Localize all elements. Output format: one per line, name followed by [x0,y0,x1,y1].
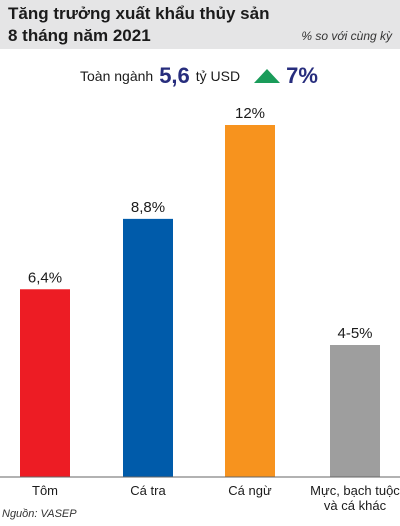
title-bar: Tăng trưởng xuất khẩu thủy sản 8 tháng n… [0,0,400,49]
category-label-2: Cá ngừ [228,483,272,498]
category-label-3-line-1: và cá khác [324,498,387,513]
up-arrow-icon [254,69,281,83]
category-label-0: Tôm [32,483,58,498]
bar-1 [123,218,173,477]
summary-label: Toàn ngành [80,68,154,84]
bar-3 [330,345,380,477]
bar-0 [20,289,70,477]
industry-summary: Toàn ngành 5,6 tỷ USD 7% [80,60,318,92]
chart-title-line-2: 8 tháng năm 2021 [8,26,151,45]
summary-unit: tỷ USD [195,68,241,84]
source-note: Nguồn: VASEP [2,508,77,520]
data-label-0: 6,4% [28,269,62,286]
comparison-note: % so với cùng kỳ [301,29,392,43]
summary-value: 5,6 [159,63,190,88]
category-label-1: Cá tra [130,483,166,498]
chart-title-line-1: Tăng trưởng xuất khẩu thủy sản [8,4,270,23]
data-label-2: 12% [235,105,265,122]
data-label-3: 4-5% [337,325,372,342]
summary-growth: 7% [286,63,318,88]
data-label-1: 8,8% [131,199,165,216]
category-label-3: Mực, bạch tuộc [310,483,400,498]
bar-2 [225,125,275,477]
